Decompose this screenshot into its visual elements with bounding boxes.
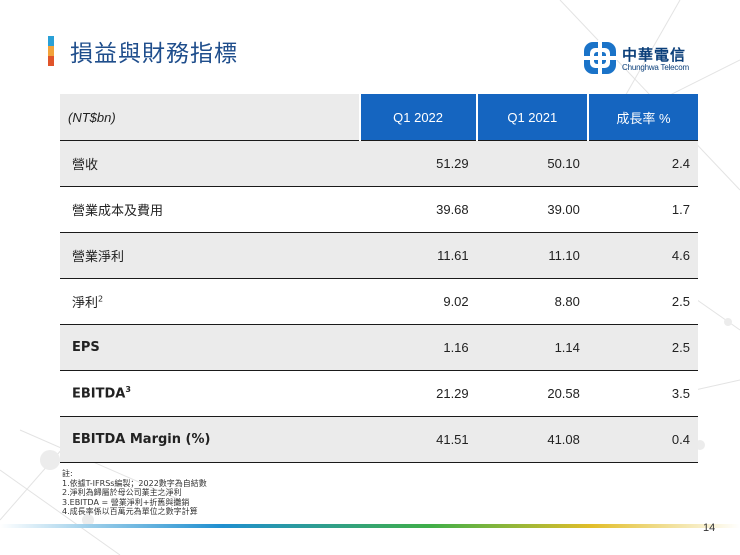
column-header-growth: 成長率 %	[586, 94, 698, 141]
row-label-cell: 營收	[60, 140, 360, 187]
cell-q1-2022: 51.29	[359, 140, 477, 187]
row-label-cell: 營業成本及費用	[60, 186, 360, 233]
footnote-marker: 2	[98, 294, 104, 304]
cell-growth: 2.4	[587, 140, 698, 187]
footnotes-heading: 註:	[62, 469, 73, 478]
row-label-cell: 淨利2	[60, 278, 360, 325]
footnote-marker: 3	[125, 385, 131, 395]
cell-q1-2022: 11.61	[359, 232, 477, 279]
row-label-cell: EPS	[60, 324, 360, 371]
footnote-line: 1.依據T-IFRSs編製；2022數字為自結數	[62, 478, 207, 488]
title-accent-bar	[48, 36, 54, 66]
cell-q1-2022: 41.51	[359, 416, 477, 463]
unit-header: (NT$bn)	[60, 94, 360, 141]
page-number: 14	[703, 522, 716, 534]
row-label: 營業淨利	[72, 250, 125, 265]
cell-q1-2021: 11.10	[476, 232, 588, 279]
cell-growth: 4.6	[587, 232, 698, 279]
cell-q1-2021: 20.58	[476, 370, 588, 417]
logo-name-zh: 中華電信	[622, 46, 687, 64]
logo-name-en: Chunghwa Telecom	[622, 63, 689, 72]
row-label: 營業成本及費用	[72, 204, 164, 219]
slide-title: 損益與財務指標	[70, 41, 238, 67]
company-logo: 中華電信 Chunghwa Telecom	[582, 38, 702, 78]
table-row: EBITDA Margin (%) 41.51 41.08 0.4	[60, 416, 698, 463]
table-row: EBITDA3 21.29 20.58 3.5	[60, 370, 698, 417]
cell-q1-2022: 9.02	[359, 278, 477, 325]
row-label: EPS	[72, 340, 100, 355]
cell-growth: 2.5	[587, 324, 698, 371]
table-header-row: (NT$bn) Q1 2022 Q1 2021 成長率 %	[60, 94, 698, 141]
cell-q1-2021: 39.00	[476, 186, 588, 233]
column-header-q1-2022: Q1 2022	[358, 94, 477, 141]
cell-q1-2022: 39.68	[359, 186, 477, 233]
footnote-line: 2.淨利為歸屬於母公司業主之淨利	[62, 488, 182, 497]
row-label: EBITDA Margin (%)	[72, 432, 211, 447]
cell-q1-2021: 8.80	[476, 278, 588, 325]
table-row: 營收 51.29 50.10 2.4	[60, 140, 698, 187]
cell-q1-2022: 1.16	[359, 324, 477, 371]
cell-q1-2022: 21.29	[359, 370, 477, 417]
cell-q1-2021: 50.10	[476, 140, 588, 187]
row-label-cell: EBITDA3	[60, 370, 360, 417]
footnotes: 註: 1.依據T-IFRSs編製；2022數字為自結數 2.淨利為歸屬於母公司業…	[62, 469, 207, 517]
table-body: 營收 51.29 50.10 2.4 營業成本及費用 39.68 39.00 1.7 營業淨利 1…	[60, 140, 698, 463]
table-row: 淨利2 9.02 8.80 2.5	[60, 278, 698, 325]
table-row: 營業成本及費用 39.68 39.00 1.7	[60, 186, 698, 233]
column-header-q1-2021: Q1 2021	[475, 94, 588, 141]
chunghwa-telecom-logo-icon	[582, 40, 618, 76]
cell-q1-2021: 1.14	[476, 324, 588, 371]
cell-growth: 2.5	[587, 278, 698, 325]
row-label-cell: EBITDA Margin (%)	[60, 416, 360, 463]
footnote-line: 3.EBITDA = 營業淨利+折舊與攤銷	[62, 497, 190, 507]
cell-growth: 3.5	[587, 370, 698, 417]
financial-table: (NT$bn) Q1 2022 Q1 2021 成長率 % 營收 51.29 50.…	[60, 94, 698, 463]
row-label-cell: 營業淨利	[60, 232, 360, 279]
row-label: EBITDA	[72, 386, 126, 402]
table-row: EPS 1.16 1.14 2.5	[60, 324, 698, 371]
table-row: 營業淨利 11.61 11.10 4.6	[60, 232, 698, 279]
row-label: 淨利	[72, 296, 99, 311]
cell-growth: 1.7	[587, 186, 698, 233]
footnote-line: 4.成長率係以百萬元為單位之數字計算	[62, 507, 198, 516]
cell-q1-2021: 41.08	[476, 416, 588, 463]
cell-growth: 0.4	[587, 416, 698, 463]
footer-gradient-bar	[0, 524, 740, 528]
row-label: 營收	[72, 158, 99, 173]
